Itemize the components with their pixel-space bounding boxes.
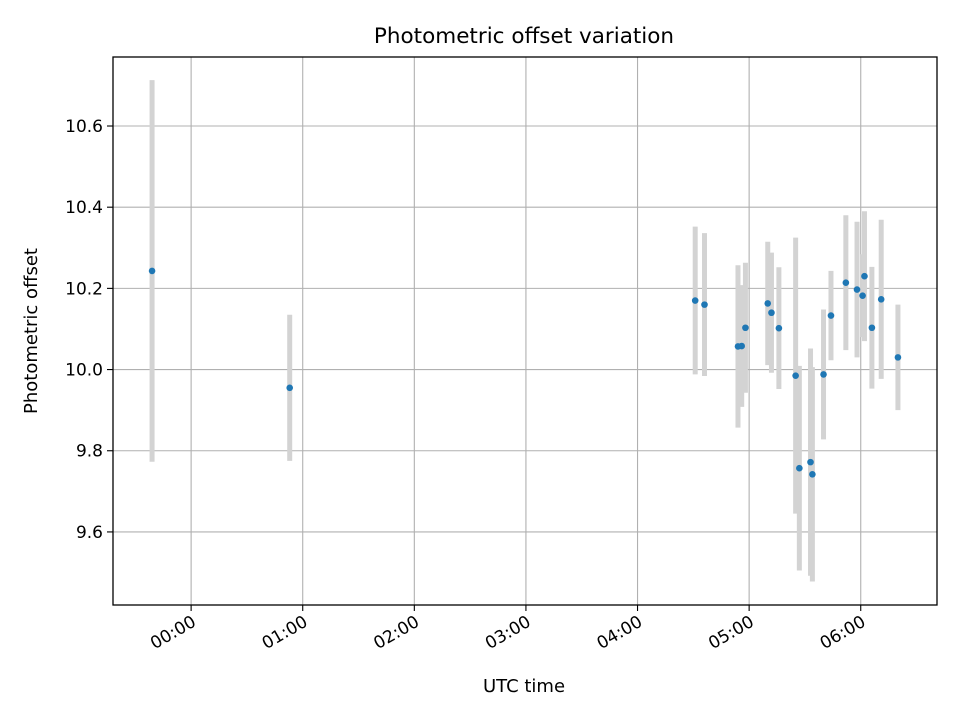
data-point: [768, 309, 775, 317]
y-tick-label: 10.0: [65, 361, 103, 381]
data-point: [809, 470, 816, 478]
y-tick-label: 9.8: [76, 442, 103, 462]
data-point: [796, 464, 803, 472]
y-tick-label: 10.4: [65, 198, 103, 218]
data-point: [807, 458, 814, 466]
x-axis-label: UTC time: [483, 676, 565, 697]
data-point: [701, 301, 708, 308]
data-point: [691, 297, 699, 304]
y-tick-label: 9.6: [76, 523, 103, 543]
data-point: [742, 324, 749, 332]
data-point: [853, 286, 861, 293]
data-point: [894, 354, 902, 361]
data-point: [764, 300, 772, 307]
data-point: [842, 279, 850, 286]
y-tick-label: 10.2: [65, 279, 103, 299]
data-points: [148, 267, 902, 478]
data-point: [861, 272, 868, 280]
plot-frame: [112, 56, 938, 606]
data-point: [792, 372, 799, 379]
data-point: [738, 342, 745, 350]
data-point: [859, 292, 866, 299]
data-point: [827, 312, 835, 319]
y-axis-ticks: 9.6 9.8 10.0 10.2 10.4 10.6: [65, 117, 113, 543]
data-point: [868, 324, 876, 332]
chart-title: Photometric offset variation: [374, 24, 674, 49]
data-point: [148, 267, 156, 275]
data-point: [877, 296, 885, 303]
y-tick-label: 10.6: [65, 117, 103, 137]
y-axis-label: Photometric offset: [21, 248, 42, 414]
data-point: [775, 324, 783, 332]
data-point: [820, 371, 827, 378]
data-point: [286, 384, 294, 392]
